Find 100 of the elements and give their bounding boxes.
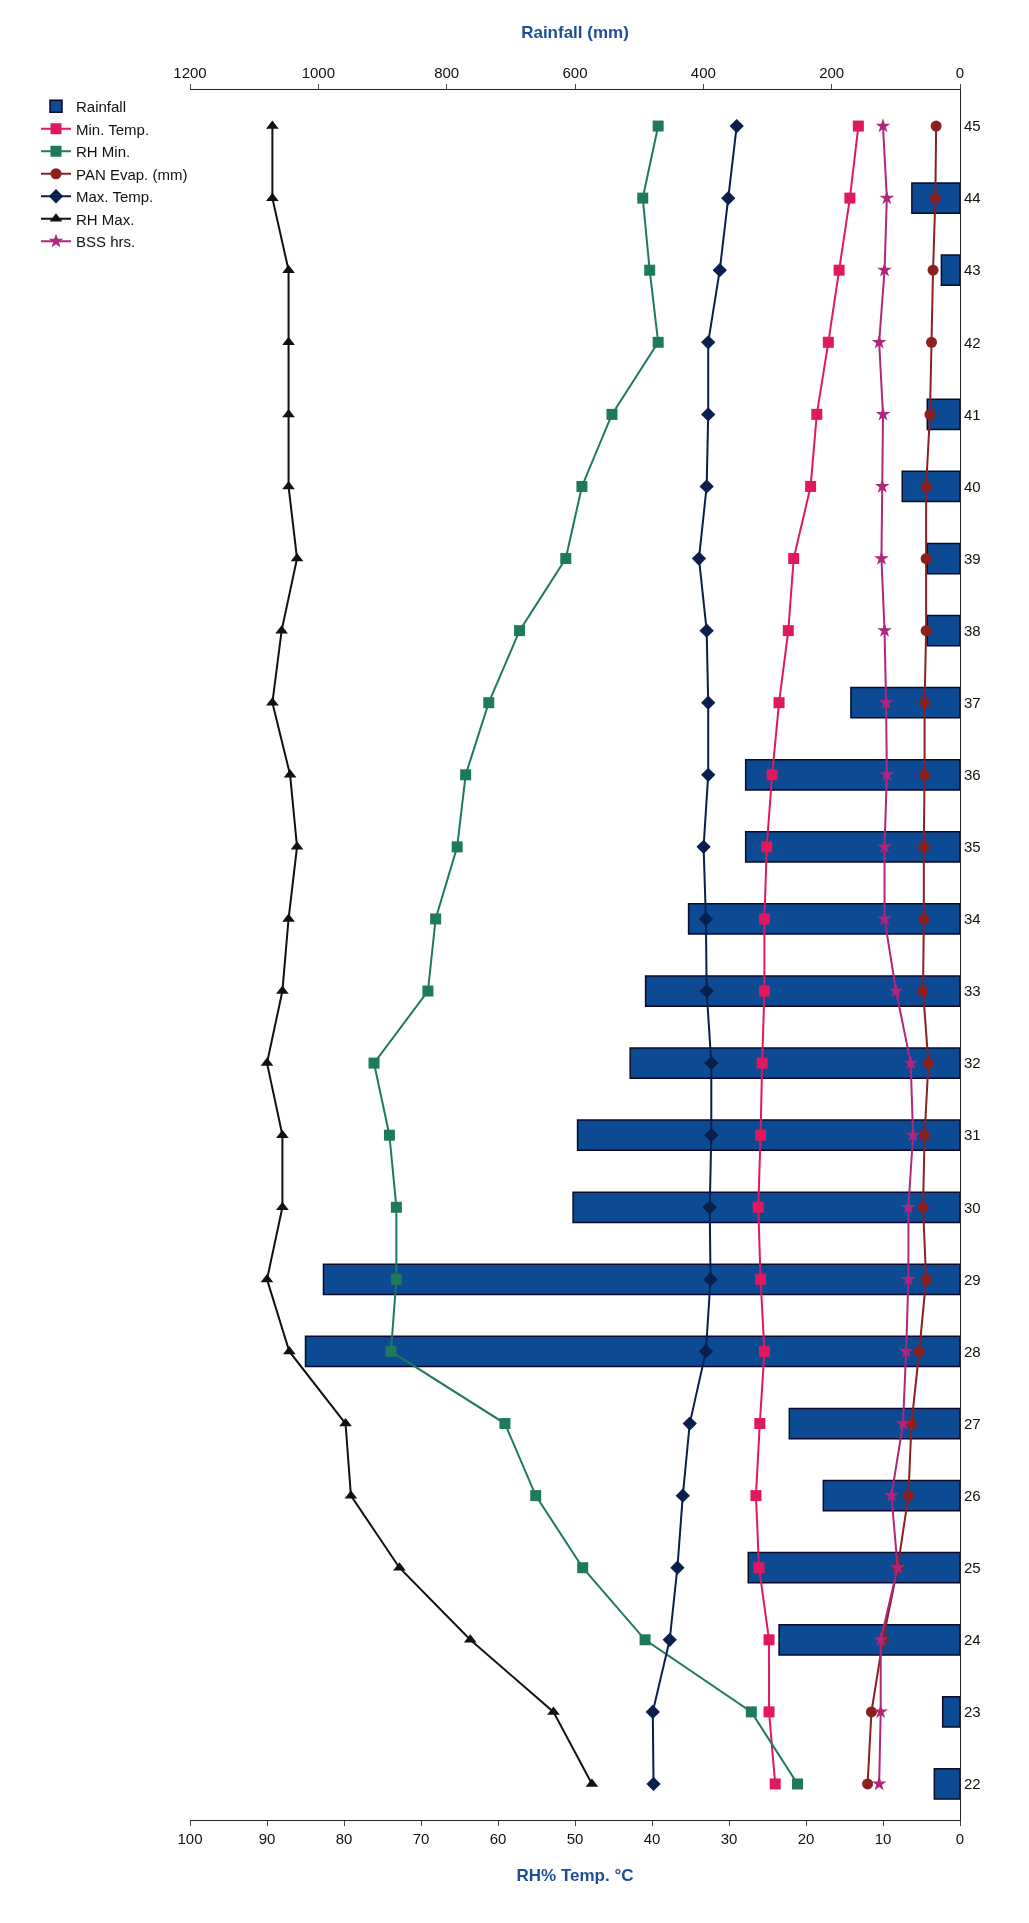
legend-label: BSS hrs. <box>76 233 136 251</box>
point <box>704 1055 719 1071</box>
y-tick-label: 45 <box>964 117 981 135</box>
x-tick-label: 70 <box>412 1830 430 1847</box>
point <box>606 408 618 420</box>
x2-tick-label: 0 <box>955 64 965 81</box>
point <box>913 1345 925 1357</box>
point <box>766 769 778 781</box>
point <box>782 625 794 637</box>
point <box>670 1560 685 1575</box>
point <box>919 769 931 781</box>
x-tick-label: 40 <box>643 1830 661 1847</box>
point <box>702 1200 717 1215</box>
point <box>811 408 823 420</box>
point <box>645 1704 660 1720</box>
point <box>646 1776 661 1792</box>
point <box>637 192 649 204</box>
y-tick-label: 27 <box>964 1414 981 1432</box>
point <box>918 913 930 925</box>
x2-tick-label: 800 <box>434 64 460 81</box>
point <box>895 1415 911 1430</box>
y-tick-label: 43 <box>964 261 981 279</box>
point <box>276 1201 289 1211</box>
x-tick-label: 0 <box>955 1830 965 1847</box>
y-tick-label: 34 <box>964 910 981 928</box>
point <box>865 1706 877 1718</box>
point <box>514 625 526 637</box>
point <box>745 1706 757 1718</box>
point <box>699 479 714 494</box>
point <box>874 478 890 493</box>
y-tick-label: 24 <box>964 1631 981 1649</box>
x-tick-label: 60 <box>489 1830 507 1847</box>
x2-tick-label: 1000 <box>301 64 336 81</box>
point <box>905 1127 921 1142</box>
point <box>576 480 588 492</box>
point <box>920 480 932 492</box>
point <box>903 1055 919 1070</box>
x-tick-label: 50 <box>566 1830 584 1847</box>
point <box>422 985 434 997</box>
legend-label: RH Min. <box>76 143 131 161</box>
y-tick-label: 38 <box>964 621 981 639</box>
point <box>712 263 727 278</box>
point <box>852 120 864 132</box>
point <box>675 1488 690 1503</box>
point <box>888 983 904 998</box>
point <box>877 262 892 277</box>
y-tick-label: 32 <box>964 1054 981 1072</box>
point <box>282 1345 296 1355</box>
point <box>822 336 834 348</box>
y-tick-label: 22 <box>964 1775 981 1793</box>
point <box>926 336 938 348</box>
point <box>924 408 936 420</box>
point <box>862 1778 874 1790</box>
y-tick-label: 30 <box>964 1198 981 1216</box>
y-tick-label: 37 <box>964 693 981 711</box>
point <box>282 408 295 418</box>
legend-label: Rainfall <box>76 98 127 116</box>
y-tick-label: 25 <box>964 1558 981 1576</box>
x-tick-label: 10 <box>874 1830 892 1847</box>
x2-tick-label: 600 <box>562 64 588 81</box>
point <box>756 1057 768 1069</box>
point <box>927 264 939 276</box>
legend-label: PAN Evap. (mm) <box>76 165 188 183</box>
point <box>769 1778 781 1790</box>
point <box>763 1706 775 1718</box>
point <box>902 1490 914 1502</box>
point <box>920 553 932 565</box>
point <box>752 1201 764 1213</box>
x-tick-label: 90 <box>258 1830 276 1847</box>
point <box>390 1201 402 1213</box>
point <box>879 190 895 205</box>
point <box>451 841 463 853</box>
point <box>873 1632 889 1647</box>
point <box>871 334 887 349</box>
point <box>560 553 572 565</box>
point <box>460 769 472 781</box>
x-tick-label: 20 <box>797 1830 815 1847</box>
y-tick-label: 39 <box>964 549 981 567</box>
y-tick-label: 40 <box>964 477 981 495</box>
x-tick-label: 100 <box>177 1830 203 1847</box>
point <box>805 480 817 492</box>
point <box>844 192 856 204</box>
legend-label: Min. Temp. <box>76 120 150 138</box>
point <box>901 1199 916 1214</box>
x2-tick-label: 400 <box>690 64 716 81</box>
point <box>753 1562 765 1574</box>
point <box>918 841 930 853</box>
point <box>499 1418 511 1430</box>
point <box>875 118 891 133</box>
point <box>430 913 442 925</box>
y-tick-label: 42 <box>964 333 981 351</box>
point <box>755 1129 767 1141</box>
point <box>758 1345 770 1357</box>
y-tick-label: 31 <box>964 1126 981 1144</box>
point <box>530 1490 542 1502</box>
point <box>877 839 892 854</box>
x-tick-label: 30 <box>720 1830 738 1847</box>
y-tick-label: 26 <box>964 1486 981 1504</box>
point <box>368 1057 380 1069</box>
point <box>763 1634 775 1646</box>
